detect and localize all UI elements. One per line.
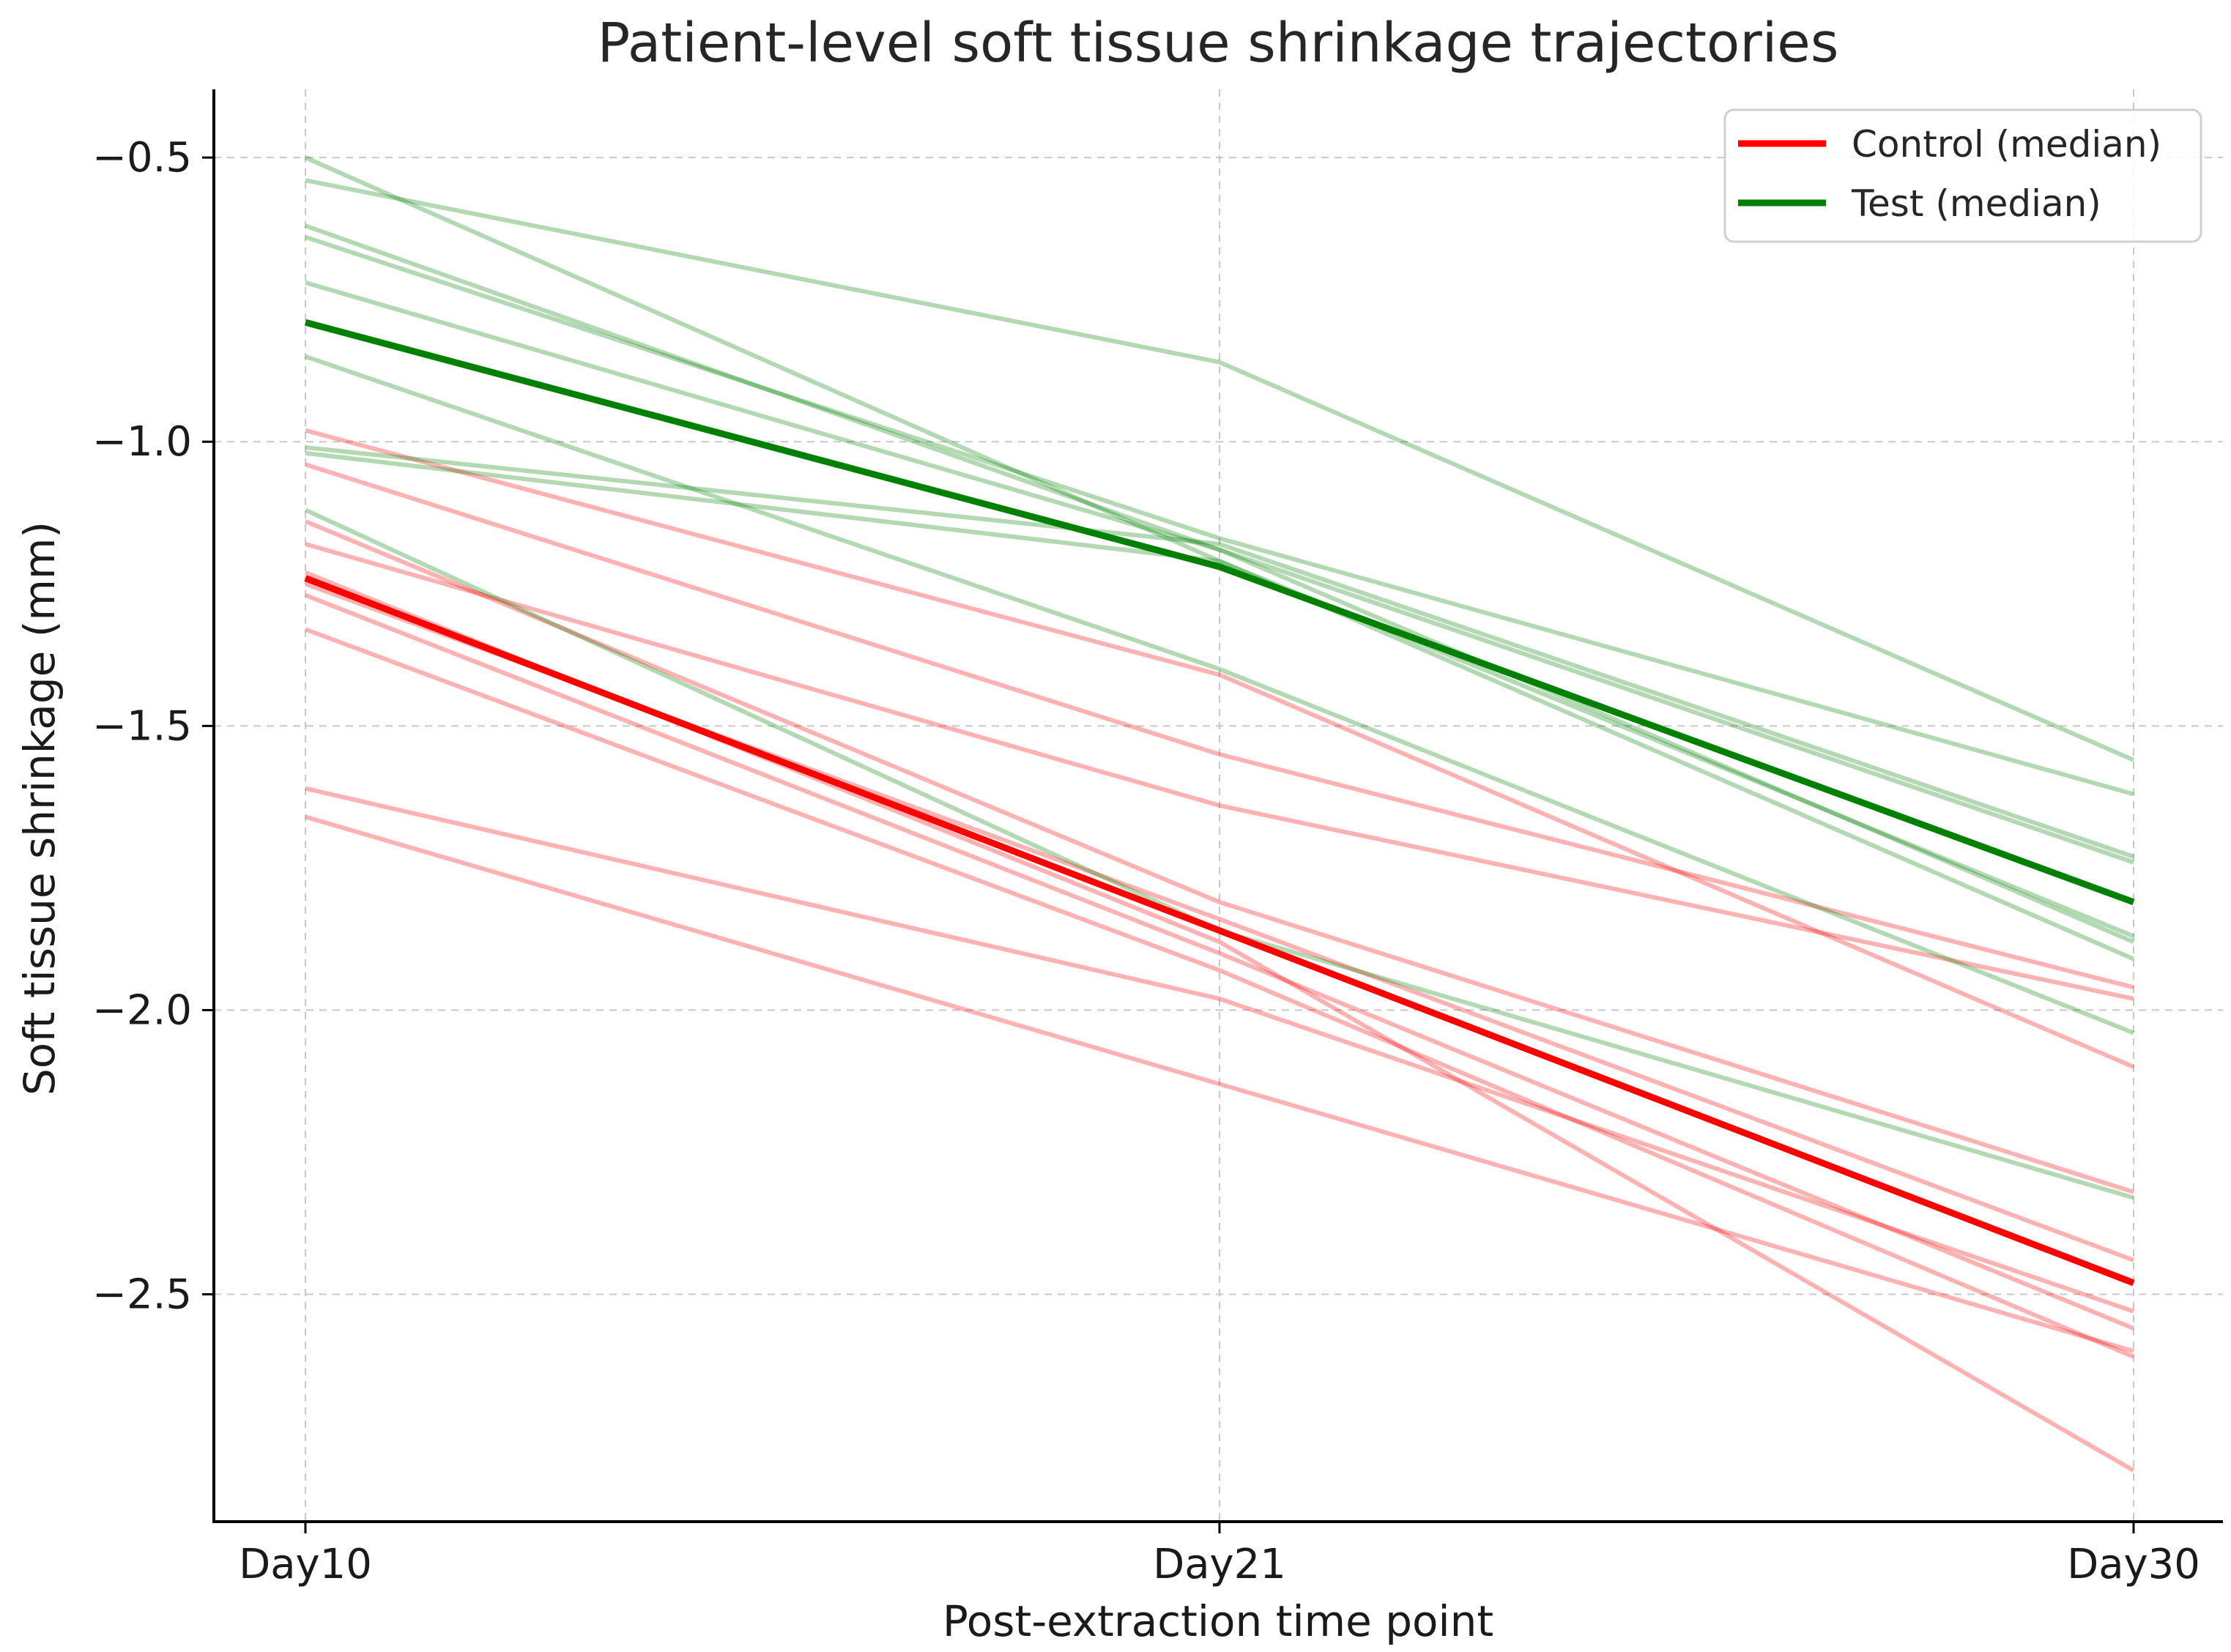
test-patient-line <box>304 155 2135 939</box>
test-patient-line <box>305 178 2135 762</box>
y-axis-label: Soft tissue shrinkage (mm) <box>15 521 64 1095</box>
control-patient-line <box>305 462 2134 990</box>
test-patient-line <box>305 280 2135 945</box>
test-patient-line <box>305 450 2135 961</box>
y-tick-label: −0.5 <box>92 134 192 182</box>
grid-lines <box>214 89 2223 1522</box>
control-patient-line <box>304 593 2135 1331</box>
test-patient-line <box>304 223 2134 865</box>
test-patient-line <box>305 354 2135 1035</box>
legend-box <box>1723 108 2202 243</box>
x-tick-label: Day10 <box>239 1541 372 1588</box>
legend: Control (median) Test (median) <box>1723 108 2202 243</box>
test-patient-line <box>305 234 2134 797</box>
x-tick-label: Day21 <box>1153 1541 1286 1588</box>
y-tick-label: −2.0 <box>92 986 192 1034</box>
control-patient-line <box>305 814 2134 1354</box>
x-axis-label: Post-extraction time point <box>943 1596 1493 1646</box>
control-median-line <box>304 575 2135 1287</box>
control-patient-line <box>305 428 2135 1069</box>
y-ticks: −0.5 −1.0 −1.5 −2.0 −2.5 <box>92 134 214 1319</box>
control-patient-line <box>304 519 2134 1194</box>
control-patient-line <box>304 627 2135 1359</box>
y-tick-label: −1.0 <box>92 418 192 466</box>
control-patient-line <box>305 786 2134 1314</box>
control-patient-line <box>305 542 2134 1001</box>
x-ticks: Day10 Day21 Day30 <box>239 1522 2200 1588</box>
legend-label-test: Test (median) <box>1851 182 2101 225</box>
y-tick-label: −1.5 <box>92 702 192 750</box>
median-lines <box>304 319 2135 1287</box>
y-tick-label: −2.5 <box>92 1271 192 1319</box>
chart-title: Patient-level soft tissue shrinkage traj… <box>598 12 1839 75</box>
test-patient-line <box>305 445 2134 859</box>
test-median-line <box>304 319 2135 906</box>
x-tick-label: Day30 <box>2067 1541 2200 1588</box>
legend-label-control: Control (median) <box>1852 123 2161 165</box>
